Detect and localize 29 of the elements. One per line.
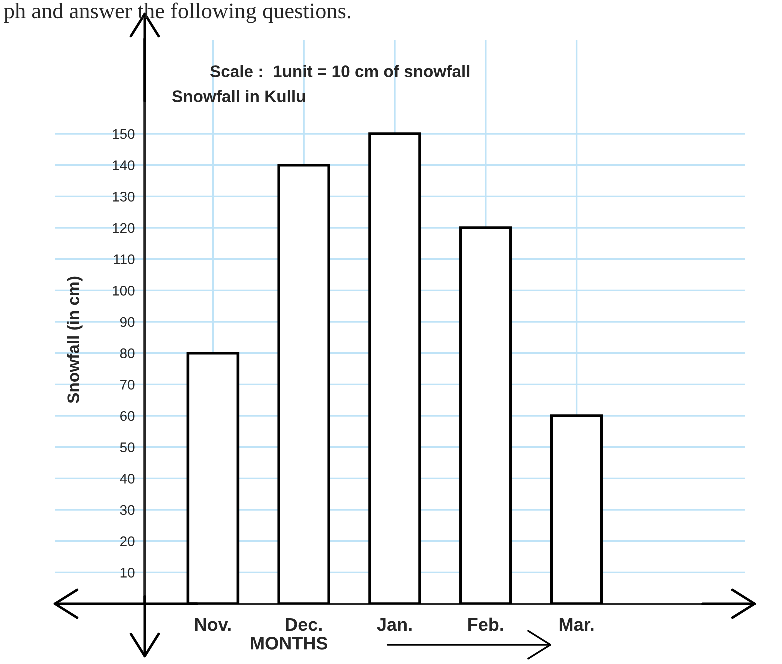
annotation: Scale : 1unit = 10 cm of snowfall xyxy=(210,65,470,78)
bar xyxy=(460,226,512,604)
y-tick-label: 10 xyxy=(120,568,135,578)
x-tick-label: Nov. xyxy=(195,618,231,632)
x-tick-label: Feb. xyxy=(468,618,504,632)
x-tick-label: Dec. xyxy=(286,618,322,632)
y-tick-label: 100 xyxy=(113,286,135,296)
y-tick-label: 30 xyxy=(120,505,135,516)
y-tick-label: 20 xyxy=(120,536,135,547)
y-tick-label: 140 xyxy=(113,160,135,171)
x-tick-label: Jan. xyxy=(377,618,412,632)
x-axis-title: MONTHS xyxy=(251,637,328,650)
y-tick-label: 110 xyxy=(114,254,135,265)
bar xyxy=(278,164,330,604)
y-tick-label: 70 xyxy=(120,380,135,390)
y-tick-label: 120 xyxy=(113,223,135,234)
y-tick-label: 90 xyxy=(120,317,135,328)
y-tick-label: 80 xyxy=(120,348,135,359)
y-tick-label: 130 xyxy=(113,192,135,202)
text: ph and answer the following questions. xyxy=(4,2,351,24)
text: Snowfall in Kullu xyxy=(172,90,306,102)
bar xyxy=(550,414,604,604)
y-tick-label: 60 xyxy=(120,411,135,422)
y-axis-title: Snowfall (in cm) xyxy=(67,276,83,404)
y-tick-label: 50 xyxy=(120,442,135,453)
x-tick-label: Mar. xyxy=(560,618,594,632)
y-tick-label: 150 xyxy=(113,129,135,140)
y-tick-label: 40 xyxy=(120,474,135,484)
bar xyxy=(368,132,422,604)
